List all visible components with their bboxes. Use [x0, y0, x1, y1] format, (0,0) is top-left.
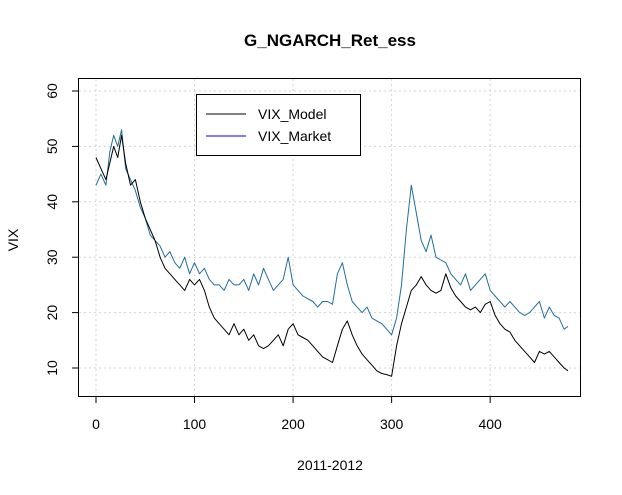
- y-tick-label: 50: [44, 138, 60, 154]
- x-tick-label: 100: [183, 416, 207, 432]
- legend: VIX_Model VIX_Market: [196, 94, 361, 156]
- legend-label-vix-market: VIX_Market: [258, 128, 331, 144]
- x-tick-label: 0: [92, 416, 100, 432]
- y-tick-label: 30: [44, 249, 60, 265]
- y-tick-label: 40: [44, 194, 60, 210]
- x-tick-label: 200: [281, 416, 305, 432]
- y-tick-label: 20: [44, 305, 60, 321]
- series-lines: [95, 129, 569, 377]
- chart-title: G_NGARCH_Ret_ess: [244, 31, 416, 50]
- y-tick-label: 60: [44, 83, 60, 99]
- legend-box: [196, 94, 361, 156]
- plot-box: [78, 78, 581, 397]
- legend-label-vix-model: VIX_Model: [258, 106, 326, 122]
- y-tick-label: 10: [44, 360, 60, 376]
- x-tick-label: 400: [478, 416, 502, 432]
- series-line-vix-model: [95, 134, 569, 377]
- x-tick-label: 300: [380, 416, 404, 432]
- x-axis-label: 2011-2012: [297, 457, 363, 473]
- y-axis-label: VIX: [5, 228, 21, 251]
- series-line-vix-market: [95, 129, 569, 336]
